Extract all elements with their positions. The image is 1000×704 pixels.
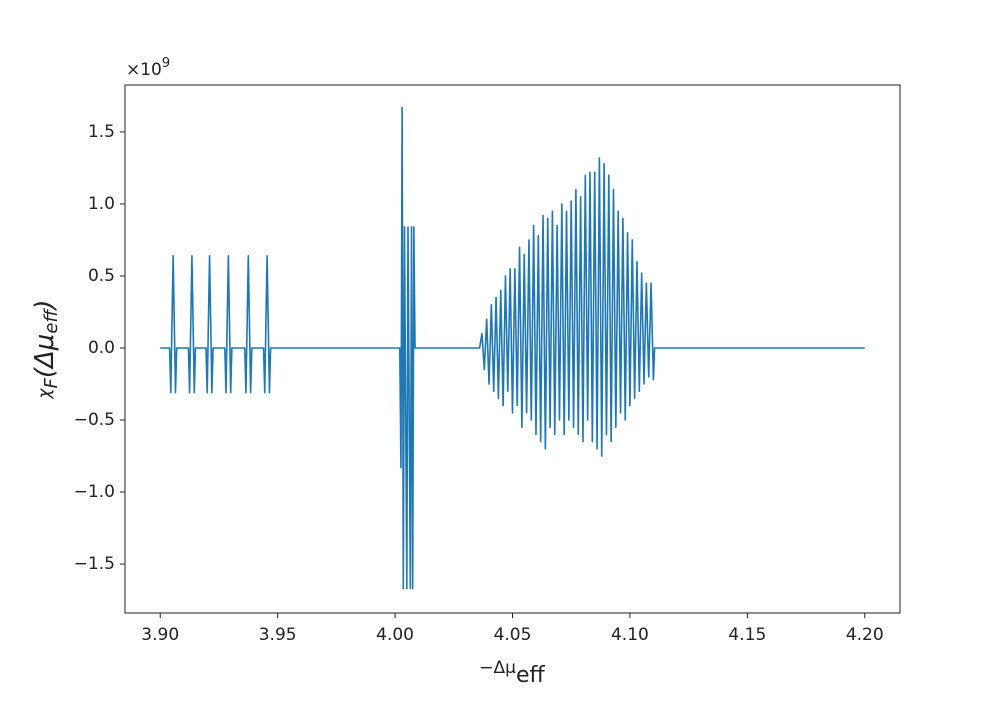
y-axis-label: χF(Δμeff) <box>30 299 63 399</box>
y-offset-label-part: 9 <box>162 56 170 71</box>
y-axis-label-part: (Δμ <box>30 334 60 378</box>
x-axis-label-part: eff <box>516 663 546 688</box>
y-axis-label-part: eff <box>41 308 62 334</box>
plot-frame <box>124 84 901 614</box>
x-tick-label: 3.95 <box>259 625 297 645</box>
x-tick-label: 4.20 <box>846 625 884 645</box>
y-axis-label-part: ) <box>30 299 60 311</box>
y-tick-label: −0.5 <box>74 410 115 430</box>
y-tick-label: −1.0 <box>74 482 115 502</box>
x-axis-label: −Δμeff <box>479 658 545 688</box>
y-axis-label-part: F <box>41 378 62 389</box>
y-tick-label: 0.0 <box>88 338 115 358</box>
x-axis-label-part: −Δμ <box>479 658 516 678</box>
y-tick-label: −1.5 <box>74 554 115 574</box>
y-axis-label-part: χ <box>35 388 55 400</box>
y-offset-label: ×109 <box>126 56 170 81</box>
y-offset-label-part: ×10 <box>126 60 162 80</box>
x-tick-label: 4.00 <box>376 625 414 645</box>
y-tick-label: 1.5 <box>88 122 115 142</box>
x-tick-label: 4.10 <box>611 625 649 645</box>
y-tick-label: 1.0 <box>88 194 115 214</box>
x-tick-label: 4.05 <box>494 625 532 645</box>
data-line <box>160 106 865 590</box>
x-tick-label: 3.90 <box>141 625 179 645</box>
x-tick-label: 4.15 <box>728 625 766 645</box>
y-tick-label: 0.5 <box>88 266 115 286</box>
